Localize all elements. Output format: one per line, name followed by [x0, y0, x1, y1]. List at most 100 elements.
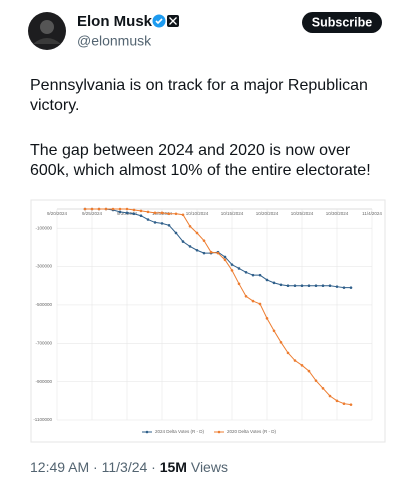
data-point [132, 212, 136, 216]
post-line: victory. [30, 97, 79, 114]
data-point [251, 299, 255, 303]
data-point [321, 284, 325, 288]
data-point [167, 212, 171, 216]
data-point [293, 284, 297, 288]
data-point [90, 207, 94, 211]
data-point [216, 251, 220, 255]
subscribe-button[interactable] [302, 12, 382, 33]
data-point [300, 284, 304, 288]
data-point [244, 271, 248, 274]
author-name[interactable]: Elon Musk [77, 13, 153, 30]
data-point [167, 224, 171, 227]
data-point [97, 207, 101, 211]
data-point [125, 211, 129, 215]
data-point [349, 286, 353, 289]
legend-label: 2020 Delta Votes (R - D) [227, 429, 277, 434]
legend-label: 2024 Delta Votes (R - D) [155, 429, 205, 434]
data-point [153, 221, 157, 224]
data-point [146, 218, 150, 221]
data-point [139, 214, 143, 218]
post-time: 12:49 AM [30, 459, 89, 475]
data-point [286, 351, 290, 355]
y-tick-label: -500000 [35, 302, 52, 307]
data-point [244, 294, 248, 298]
data-point [230, 269, 234, 272]
data-point [104, 207, 108, 211]
avatar-face [40, 20, 54, 34]
data-point [265, 317, 269, 320]
y-tick-label: -900000 [35, 379, 52, 384]
data-point [153, 211, 157, 215]
data-point [286, 284, 290, 288]
data-point [265, 278, 269, 282]
data-point [174, 212, 178, 216]
data-point [307, 369, 311, 373]
data-point [328, 284, 332, 288]
y-tick-label: -700000 [35, 340, 52, 345]
data-point [293, 359, 297, 362]
separator: · [93, 459, 98, 475]
author-handle[interactable]: @elonmusk [77, 33, 152, 49]
chart-frame [30, 199, 386, 443]
y-tick-label: -300000 [35, 264, 52, 269]
data-point [181, 240, 185, 243]
data-point [111, 207, 115, 211]
x-logo-mark [169, 17, 177, 25]
data-point [83, 207, 87, 211]
data-point [300, 364, 304, 367]
data-point [202, 251, 206, 255]
data-point [342, 286, 346, 289]
data-point [251, 273, 255, 277]
data-point [314, 284, 318, 288]
data-point [209, 250, 213, 254]
data-point [321, 387, 325, 390]
subscribe-label[interactable]: Subscribe [312, 15, 372, 29]
x-tick-label: 10/10/2024 [186, 211, 209, 216]
x-tick-label: 10/30/2024 [326, 211, 349, 216]
post-date: 11/3/24 [102, 459, 148, 475]
data-point [195, 248, 199, 252]
data-point [279, 283, 283, 287]
data-point [307, 284, 311, 288]
legend-marker [145, 430, 149, 434]
data-point [349, 403, 353, 406]
x-tick-label: 10/20/2024 [256, 211, 279, 216]
data-point [272, 281, 276, 285]
post-text: Pennsylvania is on track for a major Rep… [30, 77, 371, 179]
data-point [258, 302, 262, 306]
legend-marker [217, 430, 221, 434]
data-point [335, 399, 339, 403]
data-point [132, 208, 136, 212]
views-label: Views [191, 459, 228, 475]
data-point [342, 402, 346, 405]
data-point [314, 379, 318, 382]
y-tick-label: -100000 [35, 225, 52, 230]
x-tick-label: 10/15/2024 [221, 211, 244, 216]
data-point [181, 213, 185, 217]
avatar-body [33, 38, 61, 44]
data-point [160, 222, 164, 225]
post-line: 600k, which almost 10% of the entire ele… [30, 162, 371, 179]
data-point [195, 231, 199, 235]
footer: 12:49 AM · 11/3/24 · 15M Views [30, 459, 228, 475]
data-point [146, 210, 150, 214]
verified-check [155, 18, 163, 25]
view-count: 15M [160, 459, 187, 475]
data-point [118, 210, 122, 214]
data-point [202, 239, 206, 242]
x-tick-label: 10/25/2024 [291, 211, 314, 216]
x-tick-label: 9/20/2024 [47, 211, 68, 216]
separator: · [151, 459, 156, 475]
data-point [258, 273, 262, 277]
data-point [223, 255, 227, 259]
post-line: The gap between 2024 and 2020 is now ove… [30, 142, 351, 159]
data-point [237, 282, 241, 286]
data-point [223, 258, 227, 262]
y-tick-label: -1100000 [33, 417, 52, 422]
data-point [237, 267, 241, 270]
data-point [335, 285, 339, 288]
chart: 9/20/20249/25/20249/30/202410/5/202410/1… [33, 207, 382, 434]
data-point [279, 341, 283, 344]
